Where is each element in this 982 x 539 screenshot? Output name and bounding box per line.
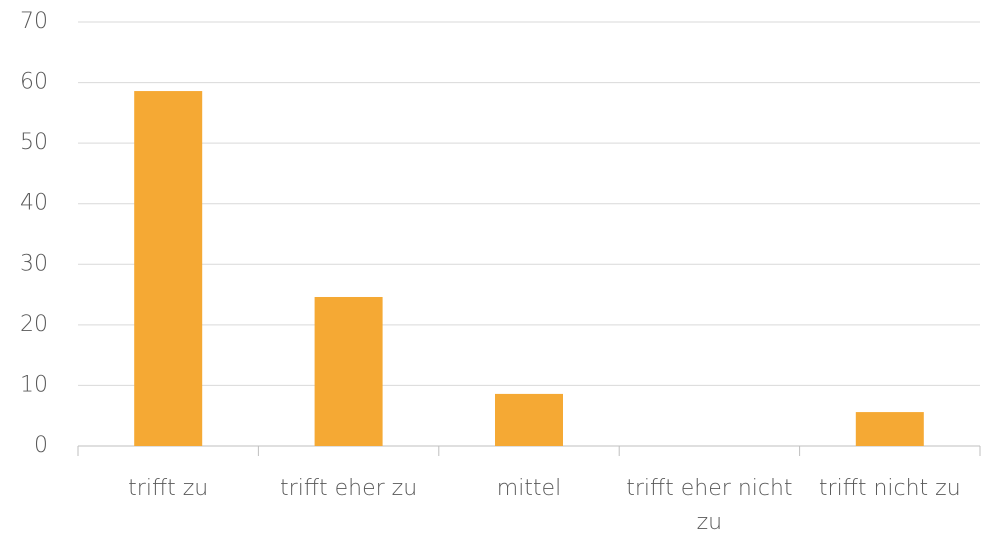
bar — [495, 393, 563, 446]
bar — [314, 296, 383, 446]
y-tick-label: 0 — [34, 433, 48, 458]
y-tick-label: 50 — [20, 130, 48, 155]
y-tick-label: 60 — [20, 70, 48, 95]
y-tick-label: 10 — [20, 372, 48, 397]
bar — [134, 91, 203, 447]
y-tick-label: 30 — [20, 251, 48, 276]
x-tick-label: trifft nicht zu — [818, 476, 961, 501]
x-tick-label: trifft eher nicht zu — [626, 476, 793, 535]
y-tick-label: 40 — [20, 191, 48, 216]
y-tick-label: 20 — [20, 312, 48, 337]
bar — [855, 412, 924, 446]
x-tick-label: trifft zu — [128, 476, 209, 501]
y-tick-label: 70 — [20, 9, 48, 34]
x-tick-label: mittel — [496, 476, 562, 501]
x-tick-label: trifft eher zu — [280, 476, 418, 501]
